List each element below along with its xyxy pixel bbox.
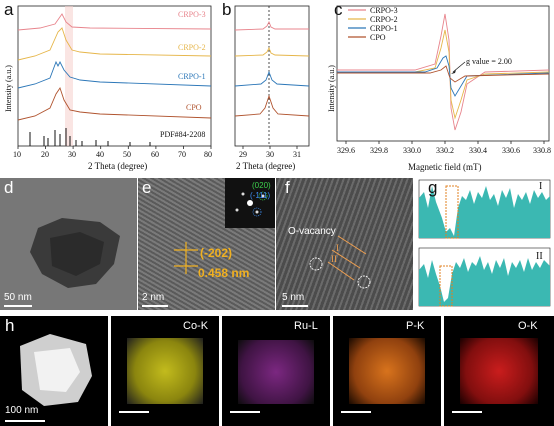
intensity-profile-panel — [414, 178, 554, 310]
vacancy-markers — [309, 235, 371, 289]
g-value-annotation: g value = 2.00 — [466, 57, 512, 66]
o-vacancy-label: O-vacancy — [288, 226, 336, 237]
marker-ii: II — [331, 254, 337, 264]
map-label-co: Co-K — [183, 320, 209, 332]
panel-h-scale-text: 100 nm — [5, 405, 39, 416]
panel-c-xtick-3: 330.2 — [436, 146, 454, 155]
marker-i: I — [336, 243, 339, 253]
panel-a-xtick-7: 80 — [204, 150, 212, 159]
panel-d-label: d — [4, 178, 14, 197]
plane-label: (-202) — [200, 246, 233, 260]
map-label-ru: Ru-L — [294, 320, 318, 332]
d-spacing-label: 0.458 nm — [198, 266, 250, 280]
panel-a-xtick-3: 40 — [96, 150, 104, 159]
eds-map-o — [444, 316, 554, 426]
panel-b-xtick-1: 30 — [266, 150, 274, 159]
panel-c-xtick-6: 330.8 — [533, 146, 551, 155]
eds-map-co — [111, 316, 219, 426]
panel-h-label: h — [5, 316, 15, 335]
lattice-marker — [174, 242, 198, 274]
panel-c-xtick-4: 330.4 — [469, 146, 487, 155]
panel-e-label: e — [142, 178, 152, 197]
panel-c-xtick-1: 329.8 — [370, 146, 388, 155]
panel-c-xtick-0: 329.6 — [337, 146, 355, 155]
reference-label: PDF#84-2208 — [160, 130, 206, 139]
fft-inset — [225, 178, 275, 228]
legend-cpo: CPO — [186, 103, 202, 112]
panel-a-plot — [17, 5, 212, 149]
tem-image-d — [0, 178, 137, 310]
panel-a-xtick-4: 50 — [123, 150, 131, 159]
panel-a-xtick-2: 30 — [68, 150, 76, 159]
panel-f-label: f — [285, 178, 290, 197]
legend-crpo1: CRPO-1 — [178, 72, 206, 81]
panel-b-xtick-2: 31 — [293, 150, 301, 159]
panel-c-xtick-2: 330.0 — [403, 146, 421, 155]
panel-c-label: c — [334, 0, 343, 19]
fft-label-020: (020) — [252, 181, 271, 190]
panel-c-xtick-5: 330.6 — [502, 146, 520, 155]
panel-b-xtick-0: 29 — [239, 150, 247, 159]
map-label-p: P-K — [406, 320, 425, 332]
map-label-o: O-K — [518, 320, 538, 332]
panel-b-plot — [234, 5, 310, 149]
panel-c-legend-0: CRPO-3 — [370, 6, 398, 15]
eds-map-ru — [222, 316, 330, 426]
panel-e-scalebar — [142, 305, 168, 307]
panel-f-scalebar — [282, 305, 308, 307]
panel-d-scalebar — [4, 305, 32, 307]
panel-a-xtick-1: 20 — [41, 150, 49, 159]
panel-a-xtick-6: 70 — [178, 150, 186, 159]
panel-d-scale-text: 50 nm — [4, 292, 32, 303]
haadf-image — [0, 316, 108, 426]
panel-a-xlabel: 2 Theta (degree) — [88, 161, 148, 171]
legend-crpo2: CRPO-2 — [178, 43, 206, 52]
panel-c-xlabel: Magnetic field (mT) — [408, 162, 482, 172]
panel-f-scale-text: 5 nm — [282, 292, 305, 303]
panel-b-label: b — [222, 0, 232, 19]
eds-map-p — [333, 316, 441, 426]
profile-label-i: I — [539, 181, 543, 192]
profile-label-ii: II — [536, 251, 543, 262]
panel-c-legend-2: CRPO-1 — [370, 24, 398, 33]
panel-e-scale-text: 2 nm — [142, 292, 165, 303]
panel-a-xtick-0: 10 — [13, 150, 21, 159]
panel-a-label: a — [4, 0, 14, 19]
fft-label-111: (-111) — [250, 191, 271, 200]
panel-a-xtick-5: 60 — [151, 150, 159, 159]
panel-c-legend-lines — [348, 9, 366, 38]
legend-crpo3: CRPO-3 — [178, 10, 206, 19]
panel-h-scalebar — [5, 420, 45, 422]
panel-c-plot — [336, 5, 550, 144]
hrtem-image-f — [276, 178, 413, 310]
panel-c-legend-3: CPO — [370, 33, 386, 42]
panel-g-label: g — [428, 178, 438, 197]
panel-b-xlabel: 2 Theta (degree) — [236, 161, 296, 171]
panel-c-legend-1: CRPO-2 — [370, 15, 398, 24]
